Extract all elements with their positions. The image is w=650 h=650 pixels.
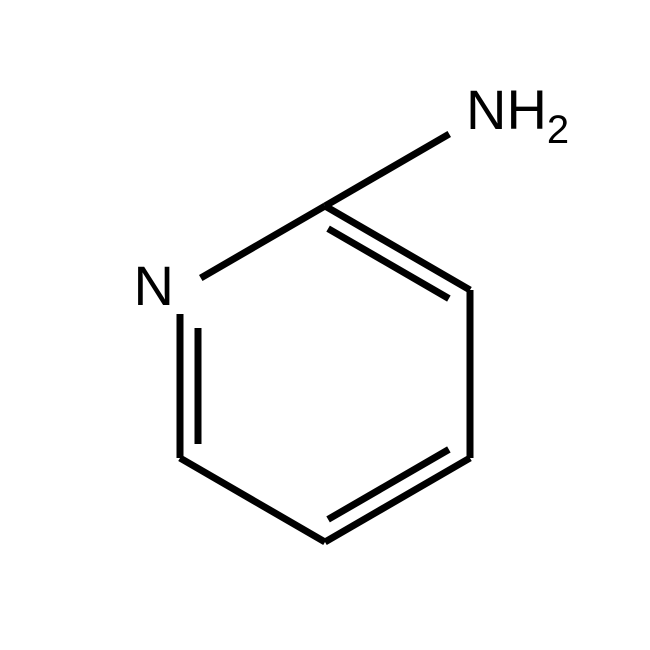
ring-nitrogen-label: N (134, 254, 174, 317)
amine-label: NH2 (466, 78, 569, 152)
molecule-canvas: N NH2 (0, 0, 650, 650)
